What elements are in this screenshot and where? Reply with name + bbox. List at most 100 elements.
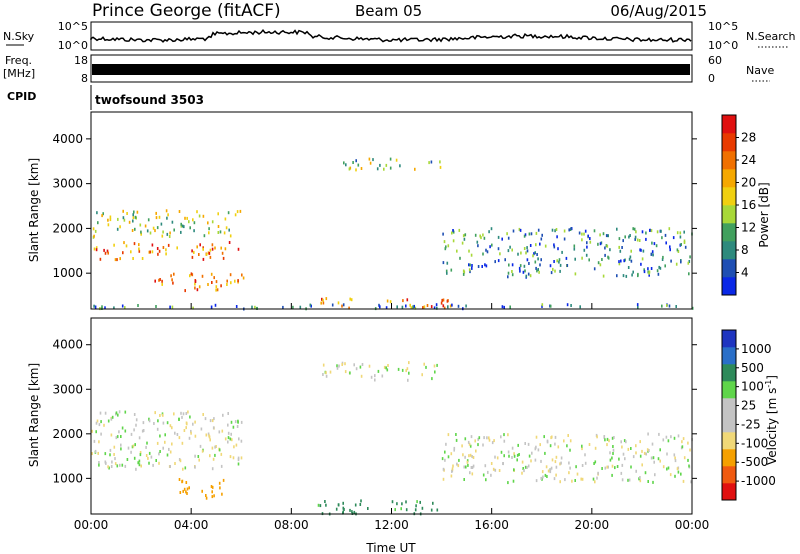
- echo-cell: [465, 304, 467, 308]
- echo-cell: [201, 449, 204, 453]
- echo-cell: [673, 453, 676, 457]
- echo-cell: [511, 270, 513, 273]
- echo-cell: [110, 433, 113, 437]
- echo-cell: [559, 263, 562, 267]
- echo-cell: [604, 246, 606, 250]
- echo-cell: [605, 244, 608, 248]
- echo-cell: [563, 229, 566, 233]
- echo-cell: [211, 281, 213, 284]
- echo-cell: [559, 269, 561, 273]
- echo-cell: [474, 439, 476, 443]
- echo-cell: [609, 451, 611, 455]
- echo-cell: [641, 230, 644, 234]
- echo-cell: [683, 241, 686, 244]
- echo-cell: [586, 245, 588, 249]
- echo-cell: [236, 210, 239, 214]
- echo-cell: [139, 453, 142, 457]
- echo-cell: [568, 471, 570, 475]
- echo-cell: [155, 216, 158, 220]
- echo-cell: [482, 443, 484, 447]
- echo-cell: [641, 449, 643, 453]
- echo-cell: [658, 432, 660, 436]
- echo-cell: [674, 456, 676, 460]
- echo-cell: [594, 480, 596, 484]
- echo-cell: [528, 232, 531, 236]
- echo-cell: [234, 420, 237, 424]
- echo-cell: [320, 301, 322, 305]
- echo-cell: [181, 479, 184, 483]
- colorbar-segment: [722, 115, 736, 134]
- colorbar-segment: [722, 330, 736, 348]
- echo-cell: [113, 445, 116, 449]
- echo-cell: [422, 306, 424, 310]
- y-tick-label: 3000: [52, 382, 83, 396]
- echo-cell: [563, 439, 565, 443]
- echo-cell: [385, 306, 388, 310]
- echo-cell: [593, 229, 596, 233]
- echo-cell: [220, 464, 223, 468]
- echo-cell: [227, 436, 230, 440]
- echo-cell: [511, 273, 514, 277]
- echo-cell: [113, 306, 115, 310]
- echo-cell: [646, 448, 649, 452]
- echo-cell: [470, 253, 473, 257]
- colorbar-segment: [722, 133, 736, 152]
- echo-cell: [665, 435, 668, 439]
- echo-cell: [559, 480, 561, 484]
- echo-cell: [211, 220, 214, 224]
- echo-cell: [545, 465, 548, 469]
- echo-cell: [122, 209, 124, 213]
- echo-cell: [558, 258, 561, 262]
- echo-cell: [541, 304, 543, 308]
- echo-cell: [555, 455, 558, 459]
- echo-cell: [546, 475, 548, 478]
- echo-cell: [107, 465, 109, 469]
- echo-cell: [111, 415, 114, 419]
- echo-cell: [133, 242, 136, 246]
- echo-cell: [229, 234, 232, 238]
- echo-cell: [555, 473, 557, 477]
- echo-cell: [509, 245, 511, 249]
- echo-cell: [567, 434, 569, 437]
- echo-cell: [616, 274, 618, 278]
- echo-cell: [638, 239, 641, 242]
- echo-cell: [645, 452, 647, 456]
- echo-cell: [625, 440, 627, 444]
- echo-cell: [171, 305, 174, 309]
- echo-cell: [151, 243, 154, 247]
- echo-cell: [194, 282, 196, 286]
- echo-cell: [544, 244, 547, 248]
- echo-cell: [507, 450, 510, 454]
- echo-cell: [660, 229, 662, 233]
- echo-cell: [687, 458, 689, 462]
- echo-cell: [220, 284, 222, 288]
- echo-cell: [553, 260, 555, 263]
- echo-cell: [317, 503, 320, 507]
- echo-cell: [146, 441, 148, 445]
- echo-cell: [568, 228, 570, 232]
- echo-cell: [169, 450, 172, 454]
- echo-cell: [100, 432, 102, 436]
- echo-cell: [211, 485, 214, 489]
- echo-cell: [193, 229, 195, 233]
- echo-cell: [506, 232, 508, 236]
- echo-cell: [650, 267, 653, 270]
- echo-cell: [478, 436, 481, 440]
- echo-cell: [191, 249, 193, 253]
- beam-title: Beam 05: [355, 2, 422, 20]
- echo-cell: [231, 438, 233, 442]
- echo-cell: [597, 261, 600, 265]
- echo-cell: [407, 378, 409, 382]
- echo-cell: [132, 219, 134, 223]
- echo-cell: [605, 234, 608, 238]
- echo-cell: [645, 237, 647, 241]
- echo-cell: [679, 231, 682, 235]
- echo-cell: [554, 435, 557, 439]
- echo-cell: [470, 466, 473, 469]
- echo-cell: [161, 234, 164, 238]
- echo-cell: [469, 270, 471, 274]
- echo-cell: [109, 215, 112, 219]
- echo-cell: [218, 430, 221, 434]
- echo-cell: [180, 222, 182, 226]
- echo-cell: [523, 264, 526, 268]
